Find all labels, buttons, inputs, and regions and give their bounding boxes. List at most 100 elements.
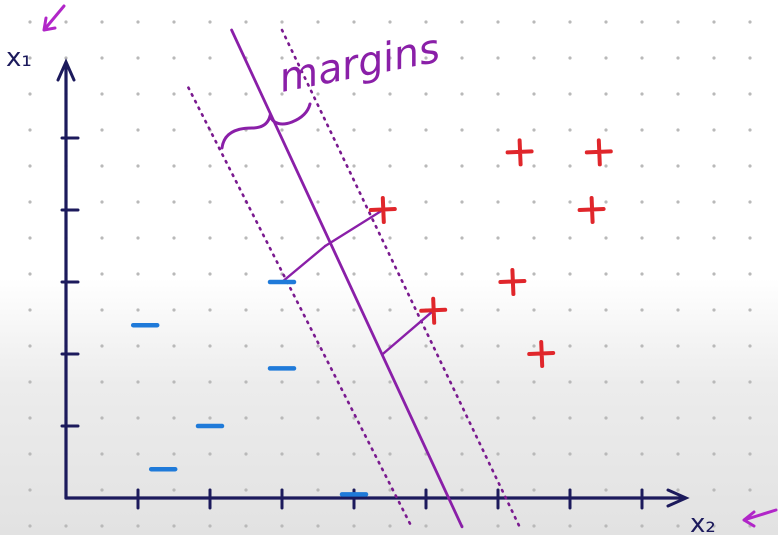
grid-dot xyxy=(316,272,320,276)
grid-dot xyxy=(496,236,500,240)
grid-dot xyxy=(208,92,212,96)
grid-dot xyxy=(748,344,752,348)
grid-dot xyxy=(568,56,572,60)
grid-dot xyxy=(208,20,212,24)
x1-axis-label: x₁ xyxy=(6,43,32,73)
grid-dot xyxy=(172,344,176,348)
grid-dot xyxy=(136,56,140,60)
grid-dot xyxy=(676,92,680,96)
grid-dot xyxy=(568,200,572,204)
grid-dot xyxy=(64,20,68,24)
grid-dot xyxy=(280,164,284,168)
grid-dot xyxy=(604,20,608,24)
grid-dot xyxy=(388,20,392,24)
grid-dot xyxy=(208,416,212,420)
grid-dot xyxy=(424,236,428,240)
grid-dot xyxy=(316,200,320,204)
grid-dot xyxy=(712,56,716,60)
grid-dot xyxy=(424,200,428,204)
grid-dot xyxy=(280,56,284,60)
grid-dot xyxy=(352,272,356,276)
grid-dot xyxy=(100,488,104,492)
grid-dot xyxy=(280,524,284,528)
annotations: margins x₁ x₂ xyxy=(6,4,778,535)
grid-dot xyxy=(640,236,644,240)
grid-dot xyxy=(604,452,608,456)
grid-dot xyxy=(244,164,248,168)
grid-dot xyxy=(460,92,464,96)
grid-dot xyxy=(748,128,752,132)
grid-dot xyxy=(460,56,464,60)
grid-dot xyxy=(280,236,284,240)
grid-dot xyxy=(496,308,500,312)
grid-dot xyxy=(172,452,176,456)
grid-dot xyxy=(388,488,392,492)
decision-boundary-line xyxy=(230,28,464,529)
grid-dot xyxy=(244,452,248,456)
grid-dot xyxy=(172,20,176,24)
grid-dot xyxy=(424,524,428,528)
grid-dot xyxy=(172,236,176,240)
grid-dot xyxy=(532,308,536,312)
grid-dot xyxy=(28,452,32,456)
grid-dot xyxy=(244,272,248,276)
grid-dot xyxy=(352,308,356,312)
grid-dot xyxy=(676,380,680,384)
grid-dot xyxy=(208,200,212,204)
grid-dot xyxy=(532,200,536,204)
grid-dot xyxy=(532,236,536,240)
grid-dot xyxy=(136,416,140,420)
grid-dot xyxy=(208,344,212,348)
grid-dot xyxy=(424,56,428,60)
grid-dot xyxy=(712,164,716,168)
grid-dot xyxy=(604,56,608,60)
grid-dot xyxy=(136,128,140,132)
grid-dot xyxy=(28,92,32,96)
positive-point xyxy=(368,196,397,224)
grid-dot xyxy=(424,20,428,24)
grid-dot xyxy=(388,416,392,420)
grid-dot xyxy=(28,20,32,24)
grid-dot xyxy=(172,128,176,132)
grid-dot xyxy=(28,524,32,528)
grid-dot xyxy=(28,488,32,492)
grid-dot xyxy=(568,164,572,168)
grid-dot xyxy=(352,200,356,204)
grid-dot xyxy=(352,344,356,348)
grid-dot xyxy=(352,236,356,240)
grid-dot xyxy=(676,452,680,456)
grid-dot xyxy=(568,308,572,312)
grid-dot xyxy=(712,92,716,96)
data-points xyxy=(130,138,613,497)
grid-dot xyxy=(604,344,608,348)
grid-dot xyxy=(460,452,464,456)
grid-dot xyxy=(244,524,248,528)
grid-dot xyxy=(712,380,716,384)
grid-dot xyxy=(604,164,608,168)
grid-dot xyxy=(748,452,752,456)
grid-dot xyxy=(316,56,320,60)
support-connectors xyxy=(280,208,435,356)
grid-dot xyxy=(640,452,644,456)
grid-dot xyxy=(748,200,752,204)
grid-dot xyxy=(100,56,104,60)
grid-dot xyxy=(568,452,572,456)
grid-dot xyxy=(568,416,572,420)
support-vector-connector xyxy=(381,309,435,356)
margin-line xyxy=(187,86,413,529)
grid-dot xyxy=(136,164,140,168)
grid-dot xyxy=(712,452,716,456)
support-vector-connector xyxy=(324,208,384,248)
grid-dot xyxy=(388,452,392,456)
dot-grid xyxy=(28,20,752,528)
support-vector-connector xyxy=(280,244,327,284)
grid-dot xyxy=(388,200,392,204)
grid-dot xyxy=(136,92,140,96)
grid-dot xyxy=(172,380,176,384)
grid-dot xyxy=(28,164,32,168)
grid-dot xyxy=(568,272,572,276)
grid-dot xyxy=(388,92,392,96)
grid-dot xyxy=(280,128,284,132)
grid-dot xyxy=(352,128,356,132)
grid-dot xyxy=(100,200,104,204)
